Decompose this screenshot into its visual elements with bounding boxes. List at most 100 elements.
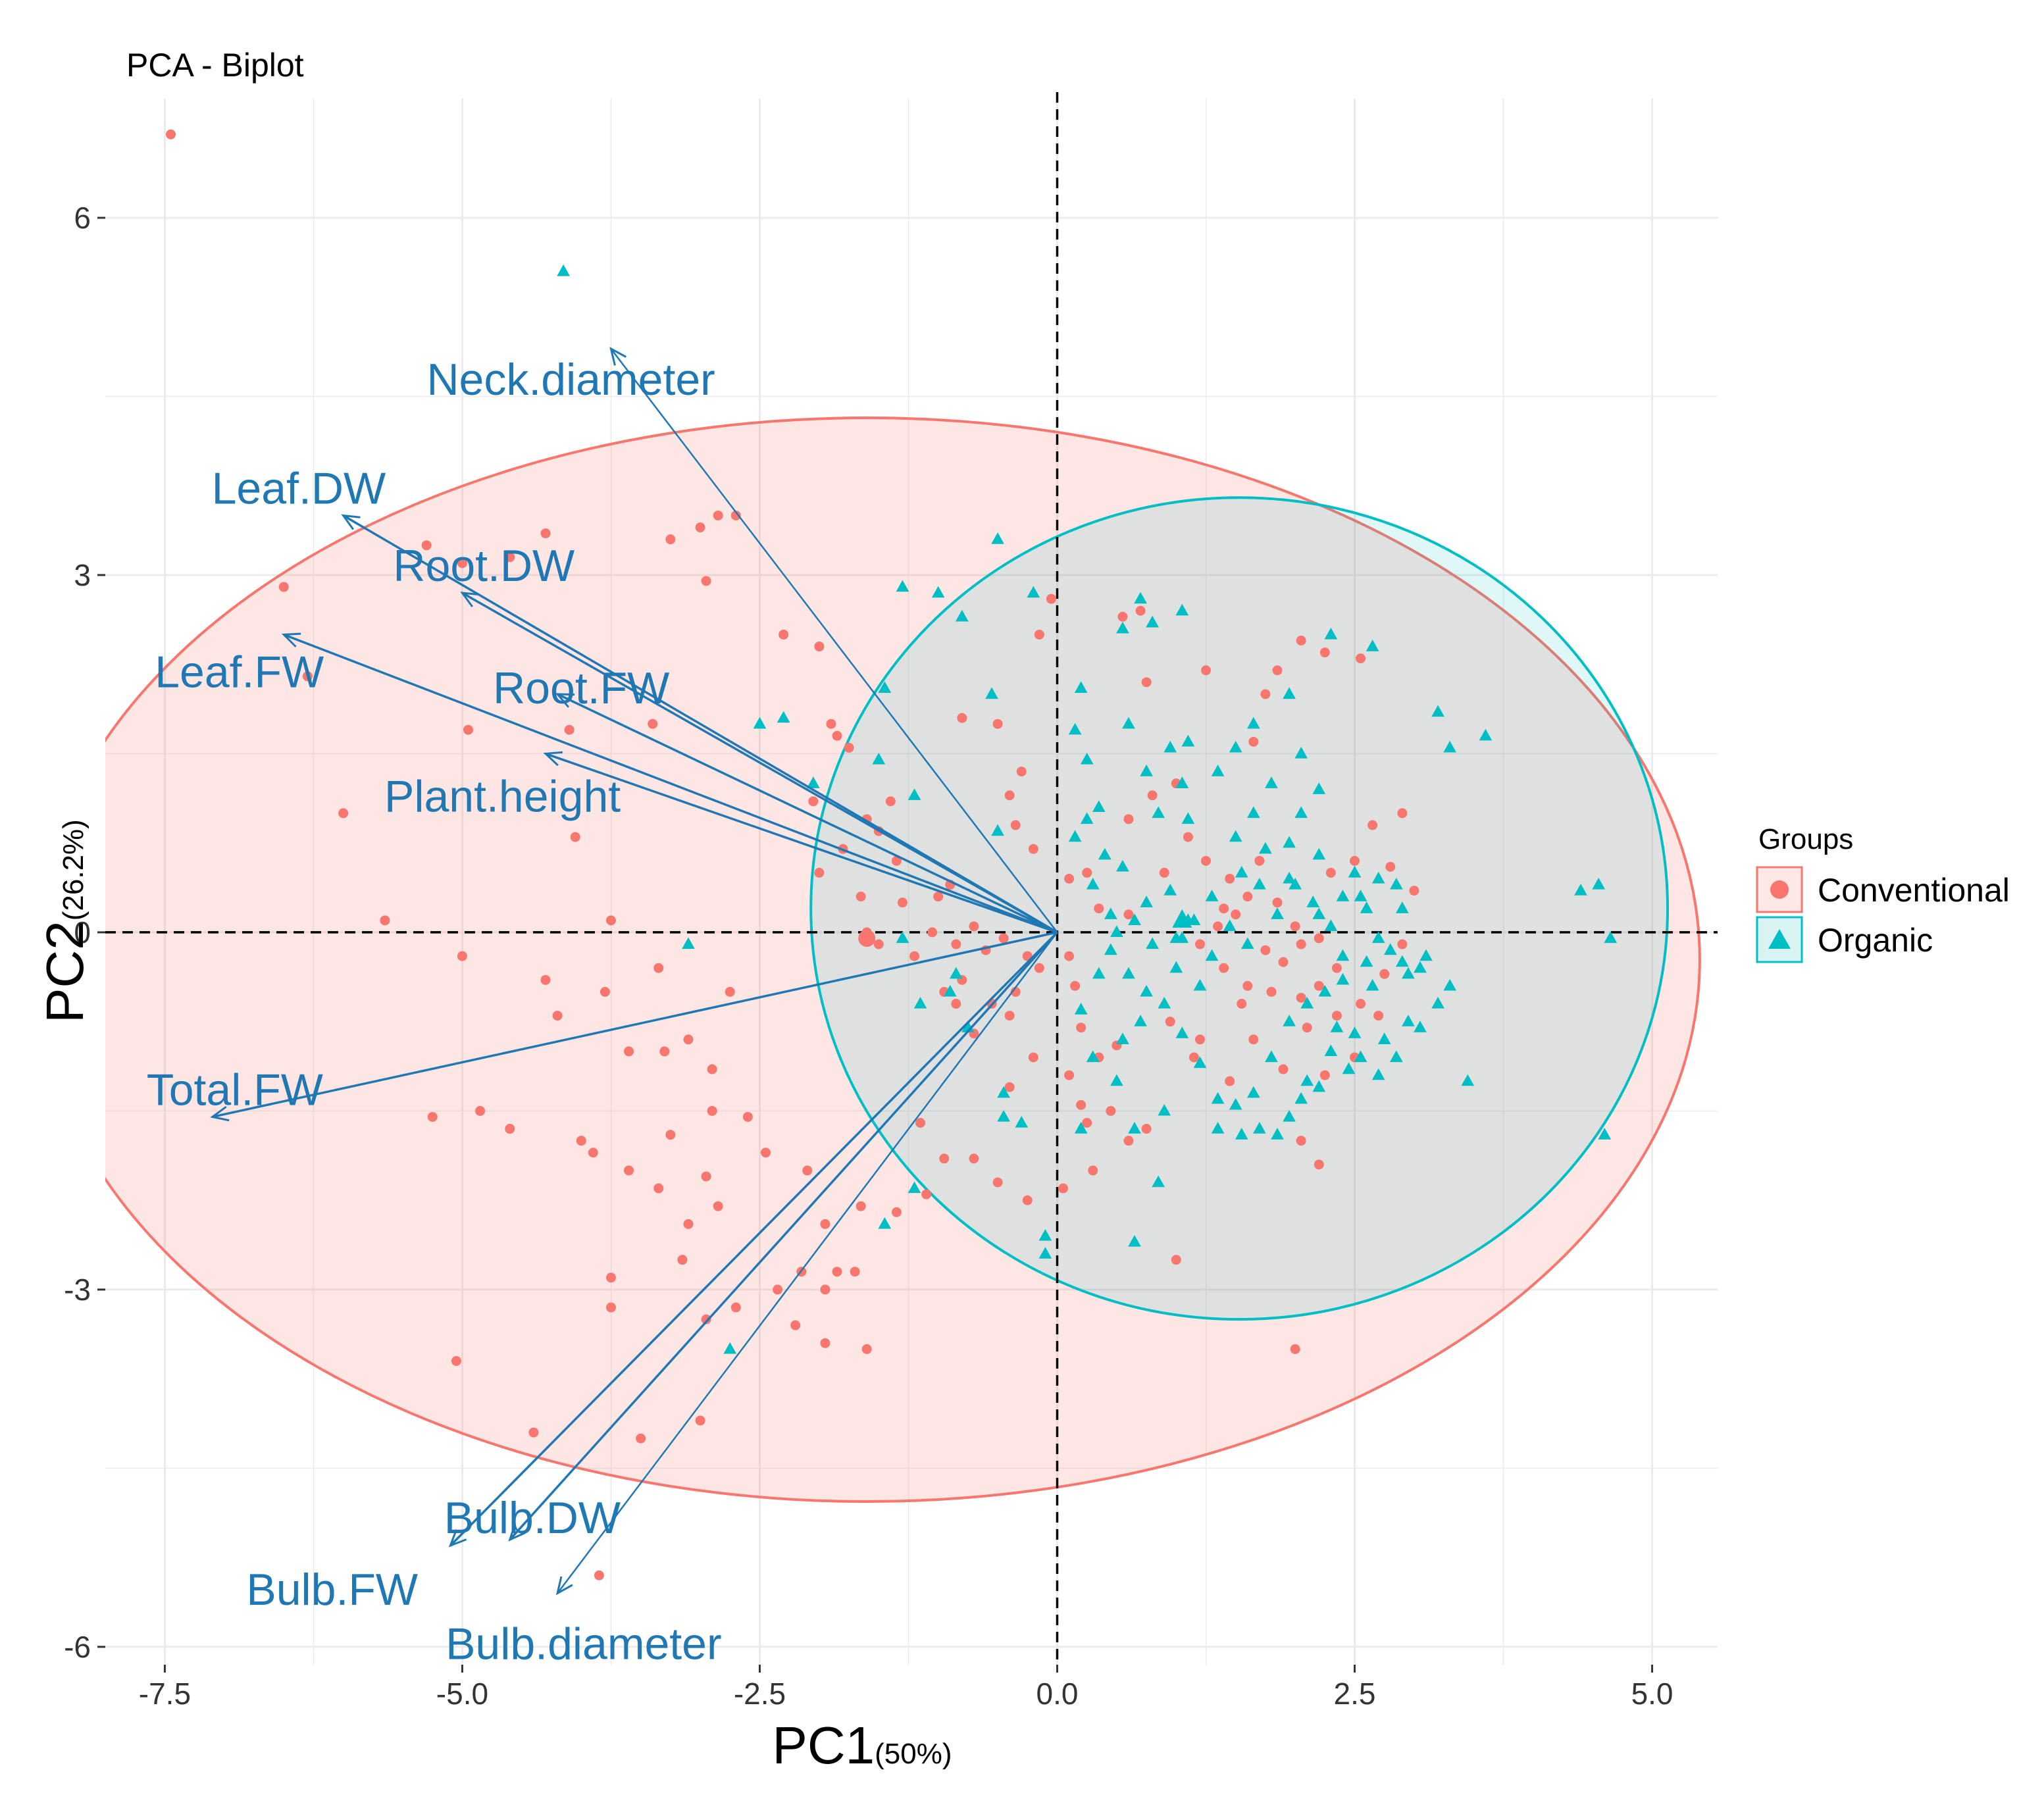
point-conventional [1248, 736, 1259, 747]
point-conventional [540, 974, 551, 985]
point-organic [1158, 1103, 1171, 1116]
point-conventional [790, 1320, 801, 1330]
point-conventional [600, 986, 610, 997]
point-conventional [451, 1355, 461, 1366]
y-axis-label: PC2 [36, 921, 94, 1023]
point-organic [1294, 1092, 1308, 1104]
point-conventional [1165, 1017, 1175, 1027]
point-organic [1140, 984, 1153, 997]
point-conventional [1082, 1118, 1092, 1128]
arrow-shaft [342, 514, 1058, 934]
point-conventional [808, 796, 819, 807]
arrow-head-icon [555, 1576, 573, 1596]
loading-label: Leaf.DW [212, 463, 386, 513]
point-organic [1294, 806, 1308, 819]
point-organic [1479, 728, 1493, 741]
point-organic [1163, 884, 1177, 896]
point-organic [1211, 765, 1225, 776]
point-conventional [742, 1111, 753, 1122]
point-organic [1128, 1234, 1141, 1247]
point-organic [1068, 722, 1082, 735]
arrow-shaft [557, 932, 1058, 1594]
point-organic [1116, 859, 1129, 872]
arrow-head-icon [210, 1105, 230, 1122]
point-conventional [380, 915, 390, 926]
point-conventional [505, 552, 515, 563]
point-conventional [814, 642, 825, 652]
point-organic [1419, 949, 1433, 961]
point-conventional [588, 1148, 598, 1158]
loading-bulb-fw: Bulb.FW [246, 931, 1058, 1615]
point-conventional [576, 1136, 586, 1146]
legend-entry-conventional[interactable]: Conventional [1756, 866, 2010, 913]
point-organic [1330, 1021, 1344, 1032]
legend-entry-organic[interactable]: Organic [1756, 916, 1933, 963]
point-organic [1312, 782, 1326, 794]
point-conventional [1004, 1011, 1015, 1021]
point-conventional [992, 719, 1003, 729]
loading-neck-diameter: Neck.diameter [426, 347, 1058, 933]
point-conventional [856, 892, 866, 902]
point-conventional [1076, 1023, 1086, 1033]
point-conventional [540, 528, 551, 539]
mean-point-conventional [858, 929, 876, 947]
point-organic [1253, 877, 1266, 890]
point-organic [1342, 1062, 1356, 1074]
point-organic [1604, 931, 1618, 944]
point-organic [955, 609, 969, 622]
point-conventional [761, 1148, 771, 1158]
x-tick-label: 0.0 [1036, 1677, 1079, 1711]
point-conventional [552, 1011, 563, 1021]
point-organic [1265, 776, 1278, 788]
point-conventional [1296, 635, 1306, 645]
point-organic [1128, 913, 1141, 925]
point-conventional [1201, 665, 1212, 676]
point-organic [1431, 705, 1444, 717]
point-organic [1294, 746, 1308, 759]
legend-label-organic: Organic [1818, 922, 1933, 959]
point-conventional [832, 730, 842, 741]
loading-label: Leaf.FW [155, 647, 324, 697]
point-conventional [707, 1064, 717, 1074]
point-conventional [951, 999, 961, 1009]
point-organic [1271, 907, 1284, 919]
point-organic [1246, 717, 1260, 729]
point-conventional [1034, 629, 1044, 640]
point-conventional [653, 963, 664, 973]
point-conventional [1290, 1344, 1300, 1354]
point-organic [1163, 740, 1177, 753]
point-conventional [1296, 939, 1306, 949]
point-conventional [695, 522, 705, 533]
point-organic [1336, 890, 1350, 901]
point-organic [1223, 919, 1237, 932]
point-conventional [695, 1415, 705, 1426]
point-organic [1146, 615, 1160, 628]
point-conventional [779, 629, 789, 640]
point-conventional [909, 951, 920, 961]
point-conventional [1385, 861, 1396, 872]
point-organic [1015, 1115, 1029, 1128]
point-organic [872, 752, 886, 765]
point-organic [1389, 877, 1403, 890]
point-conventional [1194, 1034, 1205, 1045]
point-organic [1371, 931, 1385, 944]
x-axis-percent: (50%) [875, 1738, 952, 1770]
arrow-head-icon [341, 514, 361, 530]
point-conventional [832, 1267, 842, 1277]
axes: -7.5 -5.0 -2.5 0.0 2.5 5.0 -6 -3 0 3 6 [64, 201, 1673, 1711]
point-conventional [1219, 963, 1229, 973]
point-conventional [421, 540, 432, 551]
score-points [165, 129, 1618, 1580]
point-conventional [1302, 1023, 1312, 1033]
point-organic [1122, 717, 1135, 729]
point-conventional [701, 1314, 711, 1325]
point-conventional [1379, 969, 1390, 979]
point-conventional [278, 582, 289, 592]
point-conventional [1123, 909, 1134, 920]
point-organic [1598, 1128, 1612, 1140]
point-organic [1283, 871, 1296, 884]
point-conventional [636, 1433, 646, 1444]
point-organic [1271, 1128, 1284, 1140]
point-organic [1360, 955, 1373, 967]
point-conventional [1356, 653, 1366, 664]
